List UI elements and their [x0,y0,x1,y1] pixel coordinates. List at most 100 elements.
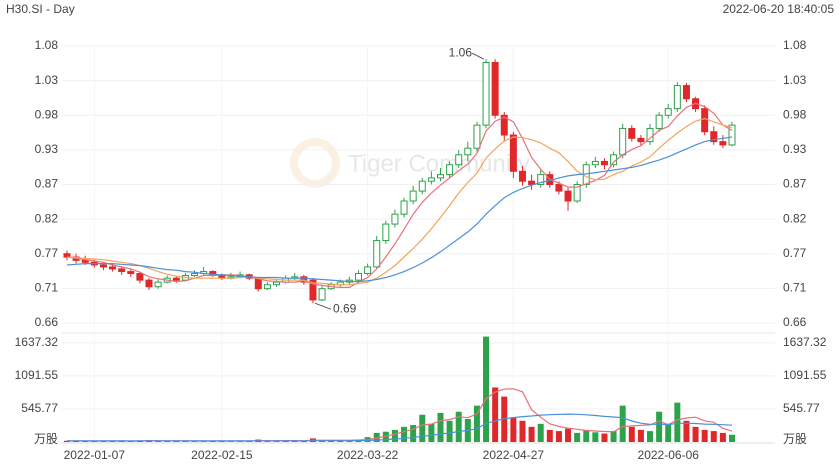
candle-body [273,281,281,286]
volume-bar [574,432,581,442]
y-tick-label-right: 0.98 [783,107,807,121]
volume-bar [601,433,608,442]
volume-bar [647,431,654,442]
y-tick-label: 0.77 [35,246,59,260]
candle-body [473,124,481,149]
candle-body [263,284,271,290]
candle-body [500,114,508,136]
candle-body [710,131,718,143]
candle-body [172,277,180,281]
volume-bar [610,431,617,442]
volume-bar [73,441,80,442]
volume-bar [382,431,389,442]
candle-body [427,177,435,182]
volume-bar [665,423,672,442]
y-tick-label: 0.87 [35,177,59,191]
volume-bar [628,426,635,442]
volume-bar [555,431,562,442]
volume-ma-line [67,413,733,442]
candle-body [728,124,736,146]
volume-bar [173,441,180,442]
candle-body [701,108,709,133]
y-tick-label-right: 1.03 [783,73,807,87]
y-tick-label: 0.98 [35,107,59,121]
y-tick-label: 0.82 [35,211,59,225]
candle-body [655,114,663,129]
volume-bar [419,414,426,442]
ma-line [66,117,733,286]
candle-body [446,164,454,176]
y-tick-label-right: 1091.55 [783,368,827,382]
candle-body [600,160,608,166]
candle-body [300,276,308,283]
watermark-logo [290,138,340,188]
y-tick-label: 1091.55 [15,368,59,382]
y-tick-label: 0.66 [35,315,59,329]
candle-body [318,288,326,301]
candle-body [573,184,581,202]
timestamp: 2022-06-20 18:40:05 [723,2,835,16]
candle-body [637,137,645,143]
volume-bar [692,426,699,442]
candle-body [719,141,727,146]
volume-bar [282,440,289,442]
high-label: 1.06 [449,45,473,59]
candle-body [555,184,563,192]
y-tick-label: 0.71 [35,281,59,295]
y-tick-label: 1.08 [35,38,59,52]
y-tick-label: 1637.32 [15,335,59,349]
candle-body [127,271,135,275]
volume-bar [337,440,344,442]
candle-body [664,108,672,116]
y-tick-label-right: 0.71 [783,281,807,295]
volume-bar [273,441,280,442]
volume-bar [373,432,380,442]
candle-body [682,85,690,100]
candle-body [81,259,89,263]
candle-body [619,127,627,156]
candle-body [136,273,144,281]
x-tick-label: 2022-01-07 [64,448,126,462]
volume-bar [583,429,590,442]
x-tick-label: 2022-06-06 [638,448,700,462]
y-tick-label-right: 545.77 [783,401,820,415]
volume-bar [391,429,398,442]
volume-bar [729,434,735,442]
volume-bar [218,441,225,442]
candle-body [418,180,426,192]
volume-bar [592,432,599,442]
candle-body [63,253,71,258]
ma-line [66,102,733,288]
volume-bar [455,411,462,442]
candle-body [309,279,317,301]
candle-body [373,240,381,268]
low-leader [314,302,332,310]
candle-body [518,170,526,182]
y-tick-label-right: 0.82 [783,211,807,225]
candle-body [455,154,463,166]
candle-body [673,85,681,110]
volume-bar [674,402,681,442]
volume-bar [537,423,544,442]
y-tick-label-right: 0.66 [783,315,807,329]
y-tick-label-right: 0.93 [783,142,807,156]
volume-bar [710,431,717,442]
volume-bar [155,440,162,442]
candle-body [364,266,372,275]
x-tick-label: 2022-03-22 [337,448,399,462]
candle-body [509,134,517,172]
candle-body [564,190,572,202]
candle-body [436,174,444,179]
volume-bar [164,441,171,442]
watermark: Tiger Community [290,138,530,188]
x-tick-label: 2022-02-15 [191,448,253,462]
volume-bar [546,429,553,442]
high-leader [471,52,485,60]
candle-body [537,174,545,186]
watermark-logo-inner [298,146,332,180]
candle-body [355,273,363,281]
volume-unit-right: 万股 [783,432,807,446]
candle-body [118,268,126,273]
y-tick-label-right: 0.77 [783,246,807,260]
